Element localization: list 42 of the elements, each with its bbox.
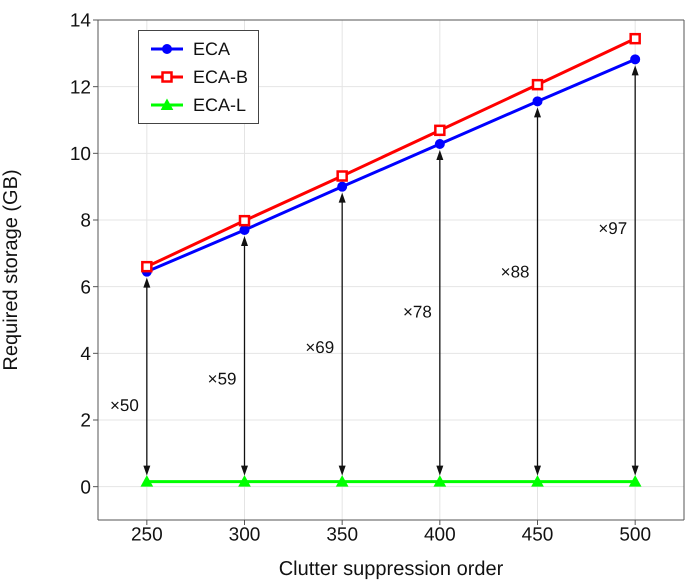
y-tick-label: 14 xyxy=(70,10,92,32)
annotation: ×50 xyxy=(110,396,139,415)
y-tick-label: 4 xyxy=(80,344,92,366)
point xyxy=(337,182,348,192)
point xyxy=(336,170,348,182)
y-axis-title: Required storage (GB) xyxy=(0,169,22,371)
point xyxy=(434,139,445,149)
point xyxy=(141,260,153,272)
y-tick-label: 6 xyxy=(80,277,91,298)
point xyxy=(629,476,642,487)
point xyxy=(532,476,544,487)
x-tick-label: 400 xyxy=(424,524,456,546)
annotation: ×78 xyxy=(402,302,432,322)
x-tick-label: 300 xyxy=(228,524,260,546)
annotation: ×69 xyxy=(305,338,334,357)
point xyxy=(532,78,544,90)
x-tick-label: 500 xyxy=(619,524,652,546)
x-tick-label: 450 xyxy=(522,524,554,546)
x-tick-label: 350 xyxy=(326,524,358,546)
point xyxy=(240,225,250,235)
point xyxy=(532,96,542,106)
point xyxy=(434,476,446,487)
y-tick-label: 2 xyxy=(80,410,91,432)
point xyxy=(629,32,641,44)
annotation: ×97 xyxy=(598,218,628,238)
point xyxy=(140,476,153,487)
legend-label: ECA xyxy=(193,38,230,61)
y-tick-label: 8 xyxy=(80,210,91,232)
x-tick-label: 250 xyxy=(130,524,163,546)
y-tick-label: 0 xyxy=(80,477,91,498)
point xyxy=(434,124,446,136)
point xyxy=(630,54,640,64)
point xyxy=(336,476,348,487)
y-tick-label: 12 xyxy=(70,77,91,98)
x-axis-title: Clutter suppression order xyxy=(278,558,504,580)
legend-label: ECA-L xyxy=(193,94,246,117)
point xyxy=(238,476,250,487)
annotation: ×88 xyxy=(500,262,530,282)
point xyxy=(238,214,250,226)
annotation: ×59 xyxy=(208,369,236,388)
y-tick-label: 10 xyxy=(70,144,91,166)
legend-label: ECA-B xyxy=(193,66,248,89)
